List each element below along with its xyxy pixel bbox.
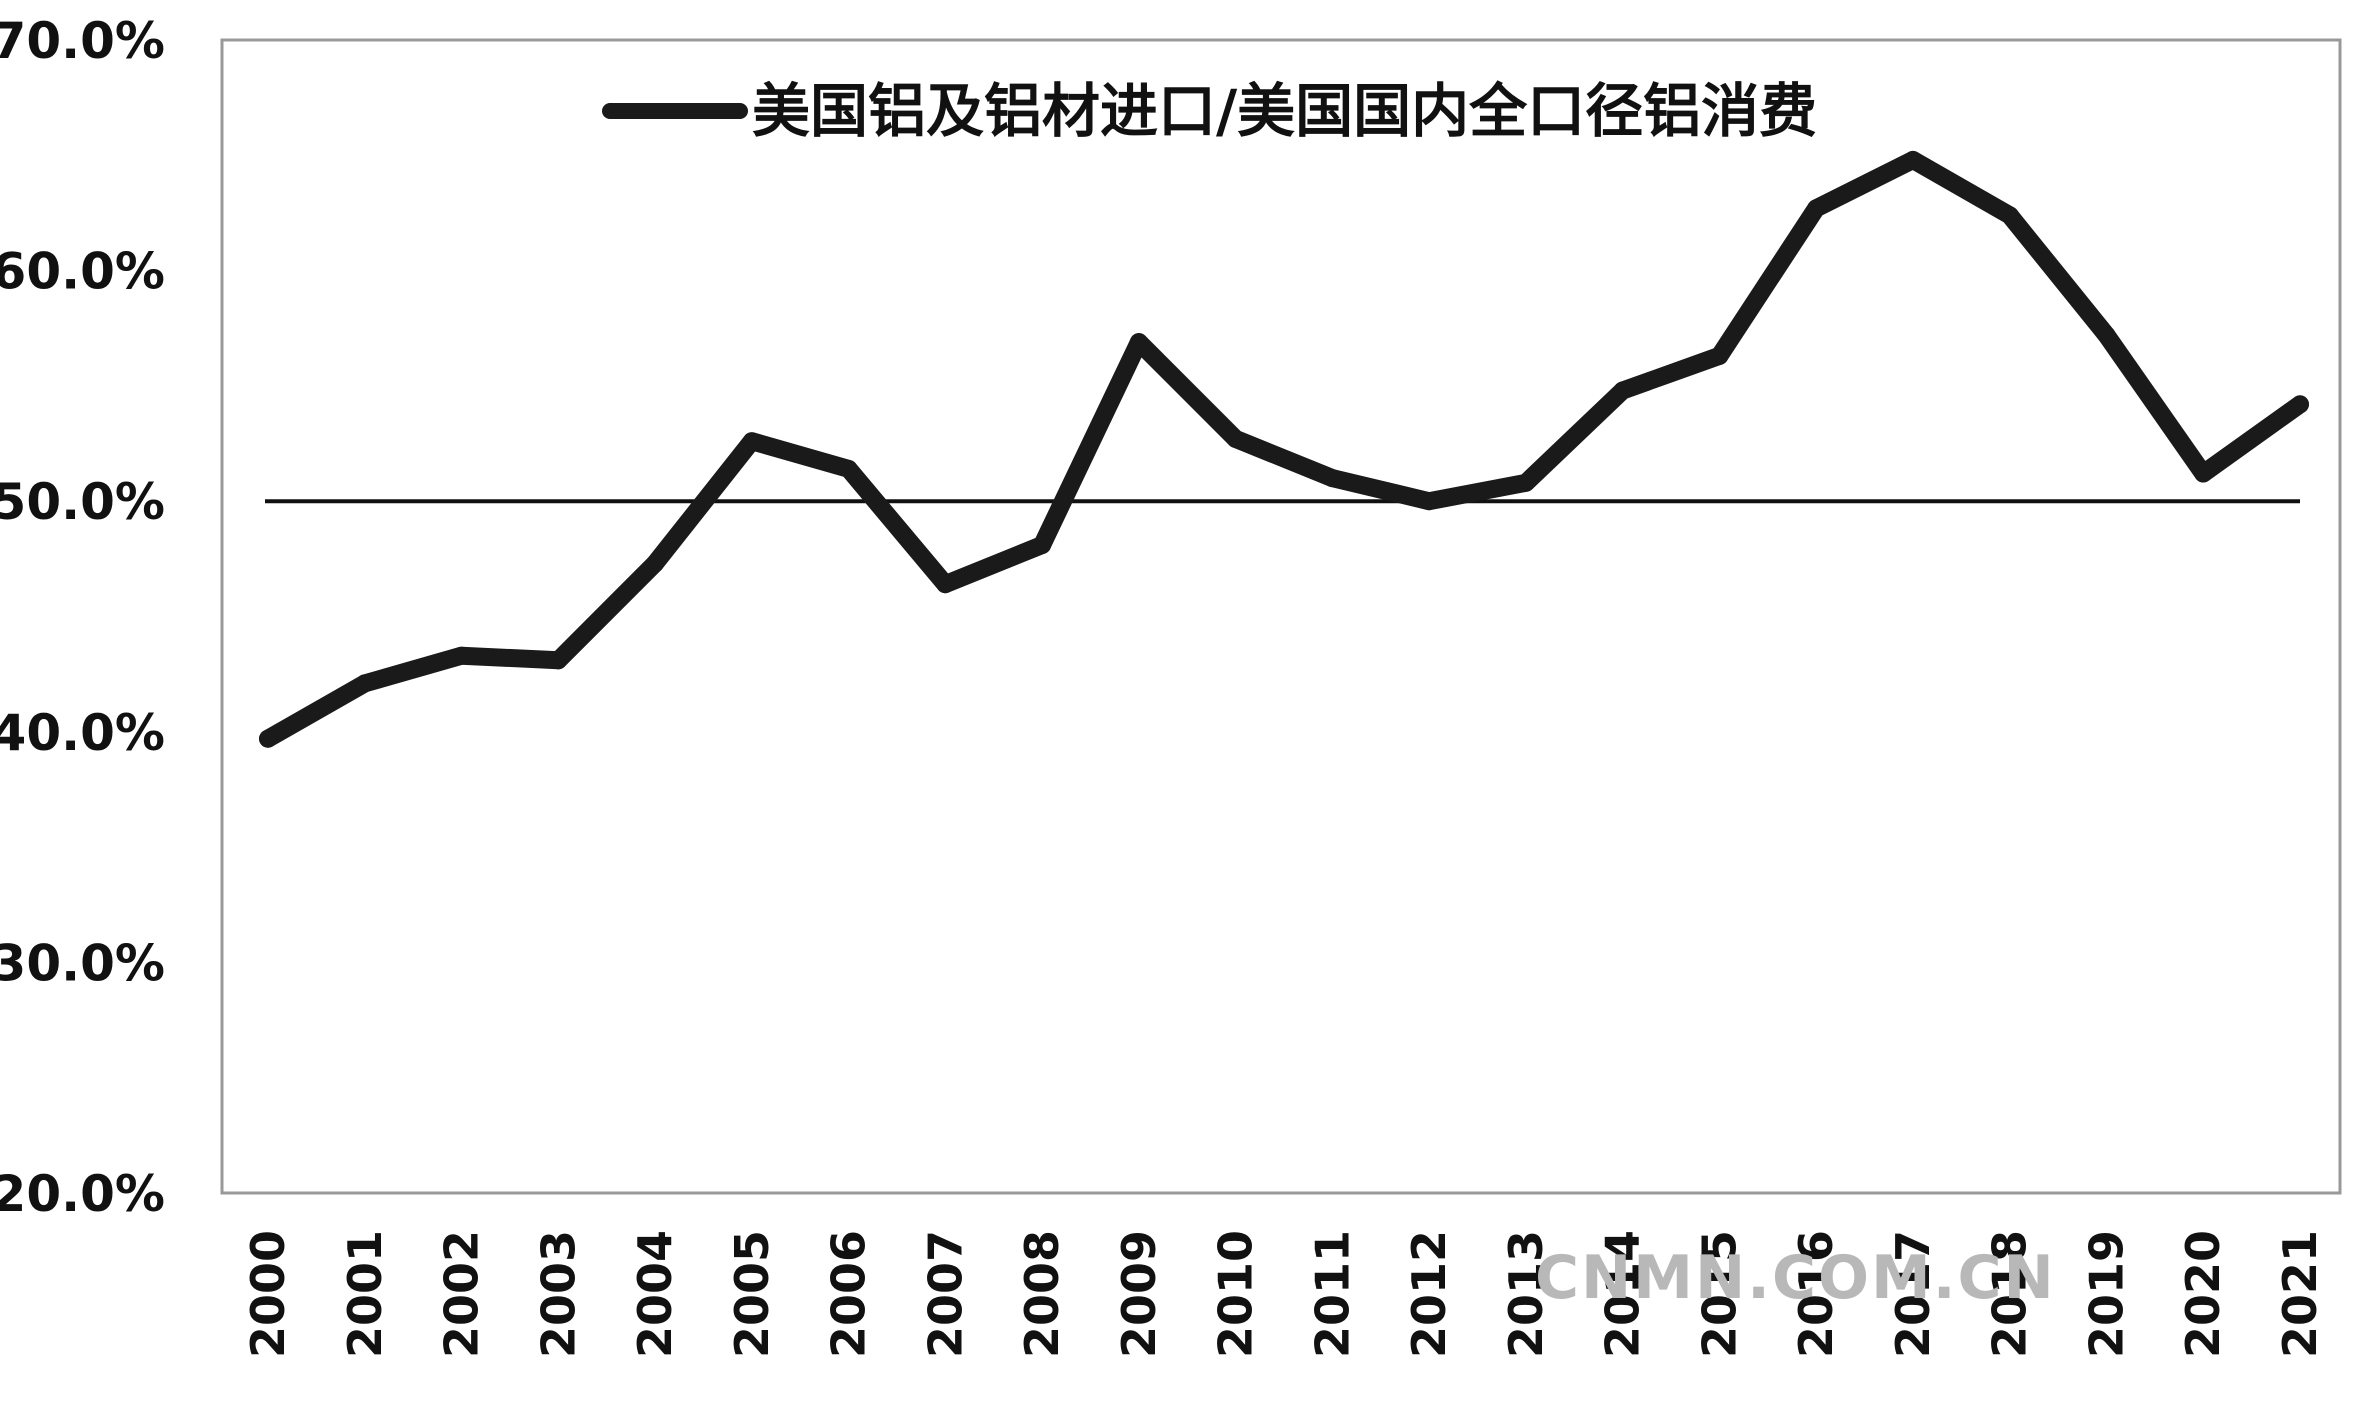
y-tick-label: 50.0% bbox=[0, 473, 165, 531]
data-point bbox=[936, 575, 955, 594]
series-line bbox=[259, 150, 2309, 748]
series-points bbox=[259, 150, 2309, 748]
y-tick-label: 40.0% bbox=[0, 704, 165, 762]
x-tick-label: 2013 bbox=[1499, 1230, 1553, 1358]
x-tick-label: 2014 bbox=[1596, 1230, 1650, 1358]
x-tick-label: 2011 bbox=[1305, 1230, 1359, 1358]
data-point bbox=[1420, 492, 1439, 511]
y-tick-label: 20.0% bbox=[0, 1165, 165, 1223]
data-point bbox=[2291, 395, 2309, 414]
x-tick-label: 2008 bbox=[1015, 1230, 1069, 1358]
x-tick-label: 2010 bbox=[1209, 1230, 1263, 1358]
x-tick-label: 2002 bbox=[435, 1230, 489, 1358]
data-point bbox=[839, 459, 858, 478]
data-point bbox=[1323, 469, 1342, 488]
x-tick-label: 2009 bbox=[1112, 1230, 1166, 1358]
data-point bbox=[355, 674, 374, 693]
x-tick-label: 2001 bbox=[338, 1230, 392, 1358]
y-axis-ticks: 20.0% 30.0% 40.0% 50.0% 60.0% 70.0% bbox=[0, 12, 165, 1223]
watermark: CNMN.COM.CN bbox=[1535, 1243, 2056, 1313]
y-tick-label: 70.0% bbox=[0, 12, 165, 70]
x-tick-label: 2019 bbox=[2079, 1230, 2133, 1358]
data-point bbox=[1710, 346, 1729, 365]
x-tick-label: 2020 bbox=[2176, 1230, 2230, 1358]
x-tick-label: 2021 bbox=[2273, 1230, 2327, 1358]
data-point bbox=[1129, 333, 1148, 352]
x-tick-label: 2007 bbox=[918, 1230, 972, 1358]
data-point bbox=[259, 729, 277, 748]
data-point bbox=[742, 432, 761, 451]
data-point bbox=[549, 651, 568, 670]
data-point bbox=[1033, 536, 1052, 555]
legend-label: 美国铝及铝材进口/美国国内全口径铝消费 bbox=[752, 77, 1817, 145]
x-tick-label: 2000 bbox=[241, 1230, 295, 1358]
x-tick-label: 2003 bbox=[531, 1230, 585, 1358]
data-point bbox=[646, 554, 665, 573]
x-tick-label: 2006 bbox=[822, 1230, 876, 1358]
y-tick-label: 60.0% bbox=[0, 243, 165, 301]
data-point bbox=[2097, 326, 2116, 345]
legend: 美国铝及铝材进口/美国国内全口径铝消费 bbox=[602, 77, 1817, 145]
x-tick-label: 2018 bbox=[1983, 1230, 2037, 1358]
x-axis-ticks: 2000 2001 2002 2003 2004 2005 2006 2007 2008 2009… bbox=[241, 1230, 2327, 1358]
x-tick-label: 2017 bbox=[1886, 1230, 1940, 1358]
data-point bbox=[452, 646, 471, 665]
data-point bbox=[1903, 150, 1922, 169]
data-point bbox=[1516, 473, 1535, 492]
y-tick-label: 30.0% bbox=[0, 934, 165, 992]
plot-area-frame bbox=[220, 38, 2342, 1195]
data-point bbox=[2194, 464, 2213, 483]
data-point bbox=[2000, 206, 2019, 225]
data-point bbox=[1226, 429, 1245, 448]
x-tick-label: 2016 bbox=[1789, 1230, 1843, 1358]
x-tick-label: 2005 bbox=[725, 1230, 779, 1358]
data-point bbox=[1807, 199, 1826, 218]
x-tick-label: 2015 bbox=[1692, 1230, 1746, 1358]
x-tick-label: 2012 bbox=[1402, 1230, 1456, 1358]
data-point bbox=[1613, 381, 1632, 400]
x-tick-label: 2004 bbox=[628, 1230, 682, 1358]
